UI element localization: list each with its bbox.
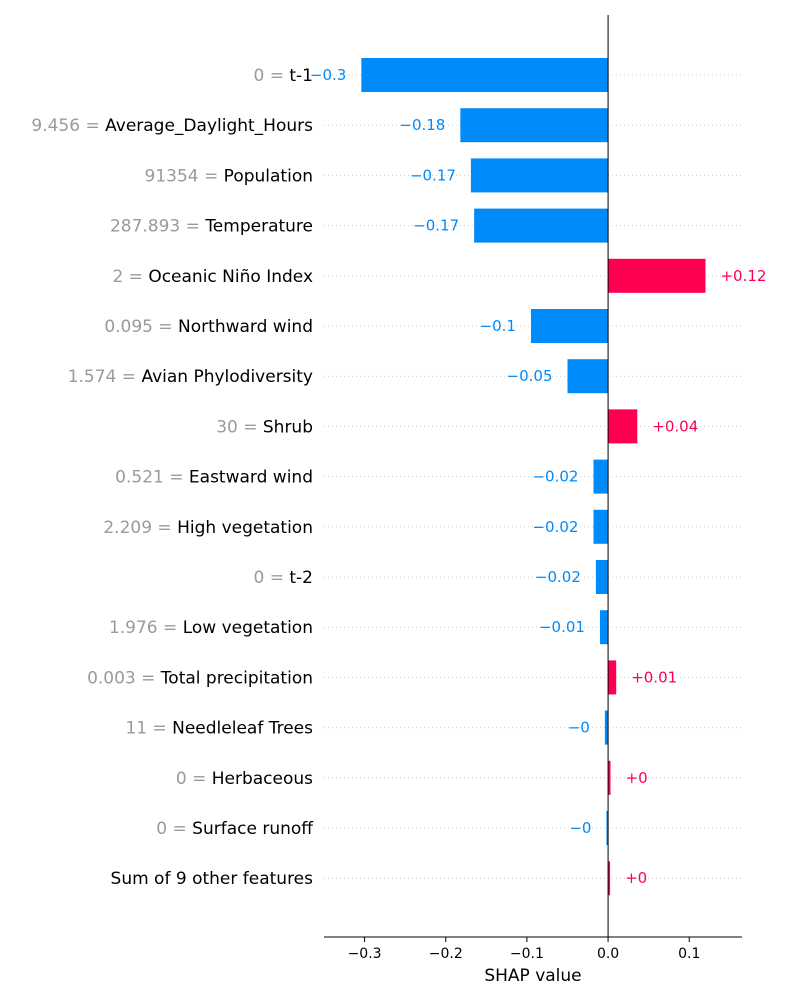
- feature-value: 1.976 =: [109, 618, 183, 638]
- feature-label: 1.976 = Low vegetation: [109, 618, 313, 638]
- feature-name: Eastward wind: [189, 468, 313, 488]
- feature-name: Needleleaf Trees: [172, 719, 313, 739]
- shap-bar: [567, 359, 609, 394]
- feature-name: Average_Daylight_Hours: [105, 116, 313, 136]
- feature-label: 0.521 = Eastward wind: [115, 468, 313, 488]
- feature-label: 91354 = Population: [145, 166, 313, 186]
- feature-name: High vegetation: [177, 518, 313, 538]
- shap-bar: [361, 58, 609, 92]
- feature-label: 2.209 = High vegetation: [103, 518, 313, 538]
- feature-label: 9.456 = Average_Daylight_Hours: [31, 116, 313, 136]
- bar-value-label: −0.1: [480, 317, 516, 335]
- feature-name: Oceanic Niño Index: [148, 267, 313, 287]
- feature-name: Low vegetation: [183, 618, 313, 638]
- shap-bar: [604, 710, 609, 745]
- shap-bar: [608, 409, 638, 444]
- feature-name: Temperature: [204, 217, 313, 237]
- feature-label: 30 = Shrub: [216, 417, 313, 437]
- bar-value-label: +0: [626, 769, 648, 787]
- feature-name: Northward wind: [178, 317, 313, 337]
- bar-value-label: −0.05: [507, 367, 553, 385]
- feature-value: 0 =: [254, 568, 290, 588]
- shap-bar: [530, 309, 609, 343]
- feature-value: 2 =: [112, 267, 148, 287]
- feature-label: 0 = Herbaceous: [176, 769, 313, 789]
- feature-label: 1.574 = Avian Phylodiversity: [68, 367, 313, 387]
- feature-value: 0 =: [156, 819, 192, 839]
- shap-bar: [608, 660, 617, 695]
- feature-label: 11 = Needleleaf Trees: [125, 719, 313, 739]
- feature-value: 287.893 =: [110, 217, 205, 237]
- feature-label: 0 = Surface runoff: [156, 819, 314, 839]
- feature-value: 2.209 =: [103, 518, 177, 538]
- feature-value: 0.521 =: [115, 468, 189, 488]
- feature-name: Herbaceous: [212, 769, 313, 789]
- x-tick-label: 0.1: [678, 946, 700, 962]
- feature-name: Avian Phylodiversity: [141, 367, 313, 387]
- bar-value-label: −0.01: [539, 618, 585, 636]
- shap-bar: [595, 560, 609, 594]
- bar-value-label: −0.18: [399, 116, 445, 134]
- shap-bar: [593, 459, 609, 494]
- axis-layer: SHAP value −0.3 −0.2 −0.1 0.0 0.1: [324, 15, 742, 986]
- feature-name: Total precipitation: [160, 668, 313, 688]
- feature-value: 9.456 =: [31, 116, 105, 136]
- shap-bar: [608, 861, 611, 896]
- feature-label: Sum of 9 other features: [111, 869, 314, 889]
- bar-layer: [361, 58, 706, 896]
- feature-label: 287.893 = Temperature: [110, 217, 313, 237]
- feature-value: 91354 =: [145, 166, 224, 186]
- shap-bar: [593, 509, 609, 544]
- feature-name: Shrub: [263, 417, 313, 437]
- feature-name: t-2: [289, 568, 313, 588]
- bar-value-label: −0: [569, 819, 591, 837]
- label-layer: −0.30 = t-1−0.189.456 = Average_Daylight…: [31, 66, 766, 889]
- feature-label: 2 = Oceanic Niño Index: [112, 267, 313, 287]
- bar-value-label: −0.17: [410, 166, 456, 184]
- bar-value-label: −0: [568, 719, 590, 737]
- bar-value-label: +0.12: [720, 267, 766, 285]
- feature-name: t-1: [289, 66, 313, 86]
- x-axis-title: SHAP value: [484, 966, 581, 986]
- x-tick-label: −0.3: [348, 946, 382, 962]
- shap-bar: [608, 760, 611, 795]
- x-tick-label: −0.2: [429, 946, 463, 962]
- bar-value-label: +0: [625, 869, 647, 887]
- feature-label: 0 = t-1: [254, 66, 314, 86]
- x-tick-label: −0.1: [510, 946, 544, 962]
- shap-bar: [608, 258, 706, 293]
- feature-value: 30 =: [216, 417, 263, 437]
- feature-label: 0.095 = Northward wind: [104, 317, 313, 337]
- bar-value-label: +0.04: [652, 417, 698, 435]
- bar-value-label: −0.02: [532, 468, 578, 486]
- x-tick-label: 0.0: [597, 946, 619, 962]
- feature-value: 0.003 =: [87, 668, 161, 688]
- feature-value: 0 =: [176, 769, 212, 789]
- feature-value: 0 =: [254, 66, 290, 86]
- feature-name: Population: [224, 166, 313, 186]
- feature-value: 11 =: [125, 719, 172, 739]
- feature-label: 0.003 = Total precipitation: [87, 668, 313, 688]
- feature-value: 0.095 =: [104, 317, 178, 337]
- shap-bar: [599, 610, 609, 645]
- shap-bar: [460, 108, 609, 143]
- bar-value-label: −0.02: [535, 568, 581, 586]
- feature-value: 1.574 =: [68, 367, 142, 387]
- shap-bar: [474, 208, 609, 243]
- feature-name: Surface runoff: [192, 819, 314, 839]
- feature-name: Sum of 9 other features: [111, 869, 314, 889]
- shap-bar: [606, 811, 609, 845]
- shap-bar: [470, 158, 609, 193]
- feature-label: 0 = t-2: [254, 568, 314, 588]
- bar-value-label: −0.02: [532, 518, 578, 536]
- bar-value-label: −0.17: [413, 217, 459, 235]
- bar-value-label: +0.01: [631, 668, 677, 686]
- bar-value-label: −0.3: [310, 66, 346, 84]
